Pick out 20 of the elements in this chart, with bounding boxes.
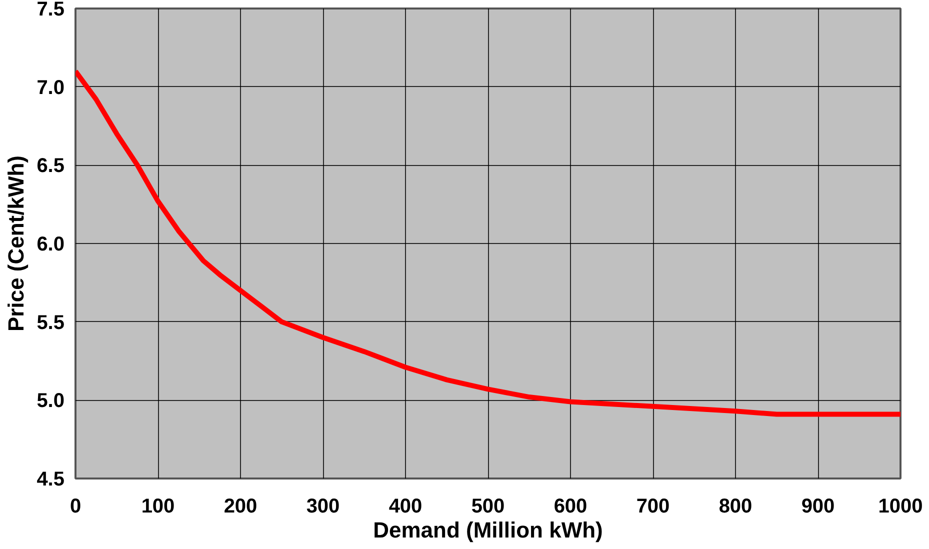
y-tick-label: 6.5 <box>36 155 65 178</box>
x-tick-label: 600 <box>554 496 588 518</box>
x-tick-label: 300 <box>306 496 340 518</box>
x-tick-label: 200 <box>224 496 258 518</box>
y-tick-label: 6.0 <box>36 234 65 256</box>
x-tick-label: 800 <box>718 496 752 518</box>
y-axis-title: Price (Cent/kWh) <box>4 155 29 332</box>
x-tick-label: 700 <box>636 496 670 518</box>
x-tick-label: 900 <box>801 496 835 518</box>
y-tick-label: 7.5 <box>36 0 65 20</box>
y-tick-label: 5.5 <box>36 312 65 334</box>
y-tick-label: 4.5 <box>36 468 65 490</box>
x-tick-label: 0 <box>70 496 82 518</box>
y-tick-label: 5.0 <box>36 390 65 412</box>
x-tick-label: 100 <box>141 496 175 518</box>
x-tick-label: 500 <box>471 496 505 518</box>
x-tick-label: 1000 <box>878 496 923 518</box>
y-tick-label: 7.0 <box>36 76 65 99</box>
x-axis-title: Demand (Million kWh) <box>373 518 603 542</box>
x-tick-label: 400 <box>388 496 422 518</box>
